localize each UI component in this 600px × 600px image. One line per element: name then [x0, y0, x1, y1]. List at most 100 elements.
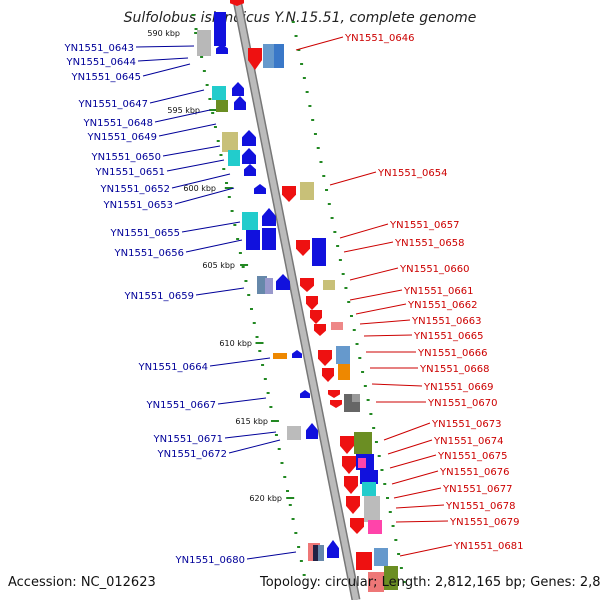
gene-feature: [214, 12, 226, 46]
gene-features: [197, 0, 398, 592]
gene-label-minus: YN1551_0680: [175, 555, 246, 566]
kbp-tick: [240, 264, 249, 266]
gene-label-plus: YN1551_0658: [394, 238, 465, 249]
gene-arrow-minus: [242, 130, 256, 146]
scale-tick: [227, 196, 231, 198]
scale-tick: [244, 280, 248, 282]
scale-tick: [352, 329, 356, 331]
leader-line: [158, 123, 217, 137]
gene-label-plus: YN1551_0666: [417, 348, 488, 359]
leader-line: [399, 544, 453, 557]
scale-tick: [380, 469, 384, 471]
leader-line: [228, 439, 281, 454]
gene-label-minus: YN1551_0649: [87, 132, 158, 143]
gene-feature: [360, 470, 378, 484]
gene-label-plus: YN1551_0662: [407, 300, 478, 311]
gene-arrow-plus: [296, 240, 310, 256]
scale-tick: [194, 28, 198, 30]
gene-arrow-minus: [276, 274, 290, 290]
gene-label-plus: YN1551_0675: [437, 451, 508, 462]
scale-tick: [280, 462, 284, 464]
gene-feature: [300, 182, 314, 200]
kbp-label: 620 kbp: [249, 494, 282, 503]
leader-line: [355, 303, 407, 315]
scale-tick: [225, 182, 229, 184]
gene-feature: [374, 548, 388, 566]
gene-label-plus: YN1551_0661: [403, 286, 474, 297]
gene-arrow-minus: [234, 96, 246, 110]
gene-label-plus: YN1551_0670: [427, 398, 498, 409]
scale-tick: [388, 511, 392, 513]
scale-tick: [394, 539, 398, 541]
gene-arrow-minus: [327, 540, 339, 558]
gene-feature: [364, 496, 380, 522]
scale-tick: [330, 217, 334, 219]
gene-label-plus: YN1551_0646: [344, 33, 415, 44]
scale-tick: [205, 84, 209, 86]
gene-feature: [197, 30, 211, 56]
label-leaders: [135, 36, 453, 560]
scale-tick: [288, 504, 292, 506]
scale-tick: [325, 189, 329, 191]
gene-label-plus: YN1551_0681: [453, 541, 524, 552]
scale-tick: [233, 224, 237, 226]
gene-feature: [313, 545, 319, 561]
gene-label-plus: YN1551_0674: [433, 436, 504, 447]
gene-feature: [318, 545, 324, 561]
scale-tick: [347, 301, 351, 303]
scale-tick: [338, 259, 342, 261]
scale-tick: [208, 98, 212, 100]
gene-arrow-plus: [306, 296, 318, 310]
gene-arrow-minus: [300, 390, 310, 398]
gene-label-minus: YN1551_0667: [146, 400, 217, 411]
scale-tick: [241, 266, 245, 268]
gene-feature: [262, 228, 276, 250]
scale-tick: [316, 147, 320, 149]
gene-label-minus: YN1551_0664: [138, 362, 209, 373]
scale-tick: [297, 546, 301, 548]
gene-label-minus: YN1551_0647: [78, 99, 149, 110]
scale-tick: [361, 371, 365, 373]
gene-arrow-plus: [282, 186, 296, 202]
gene-label-plus: YN1551_0663: [411, 316, 482, 327]
scale-tick: [249, 308, 253, 310]
leader-line: [185, 239, 243, 253]
kbp-label: 610 kbp: [219, 339, 252, 348]
gene-label-plus: YN1551_0657: [389, 220, 460, 231]
scale-tick: [383, 483, 387, 485]
gene-arrow-plus: [342, 456, 356, 474]
gene-arrow-minus: [242, 148, 256, 164]
gene-label-minus: YN1551_0655: [110, 228, 181, 239]
gene-label-plus: YN1551_0679: [449, 517, 520, 528]
gene-label-minus: YN1551_0659: [124, 291, 195, 302]
gene-label-plus: YN1551_0678: [445, 501, 516, 512]
scale-tick: [311, 119, 315, 121]
leader-line: [395, 520, 449, 523]
gene-label-minus: YN1551_0645: [71, 72, 142, 83]
gene-label-minus: YN1551_0653: [103, 200, 174, 211]
leader-line: [329, 171, 377, 186]
gene-label-minus: YN1551_0672: [157, 449, 228, 460]
scale-tick: [355, 343, 359, 345]
scale-tick: [369, 413, 373, 415]
leader-line: [395, 504, 445, 509]
leader-line: [135, 45, 195, 48]
leader-line: [181, 221, 241, 233]
scale-tick: [402, 581, 406, 583]
scale-tick: [191, 14, 195, 16]
scale-tick: [283, 476, 287, 478]
kbp-tick: [209, 109, 218, 111]
gene-label-minus: YN1551_0671: [153, 434, 224, 445]
scale-tick: [358, 357, 362, 359]
gene-label-plus: YN1551_0665: [413, 331, 484, 342]
leader-line: [339, 223, 389, 239]
gene-feature: [222, 132, 238, 152]
scale-tick: [322, 175, 326, 177]
gene-feature: [336, 346, 350, 364]
scale-tick: [344, 287, 348, 289]
scale-tick: [269, 406, 273, 408]
leader-line: [142, 63, 191, 77]
kbp-label: 605 kbp: [202, 261, 235, 270]
leader-line: [224, 431, 277, 439]
